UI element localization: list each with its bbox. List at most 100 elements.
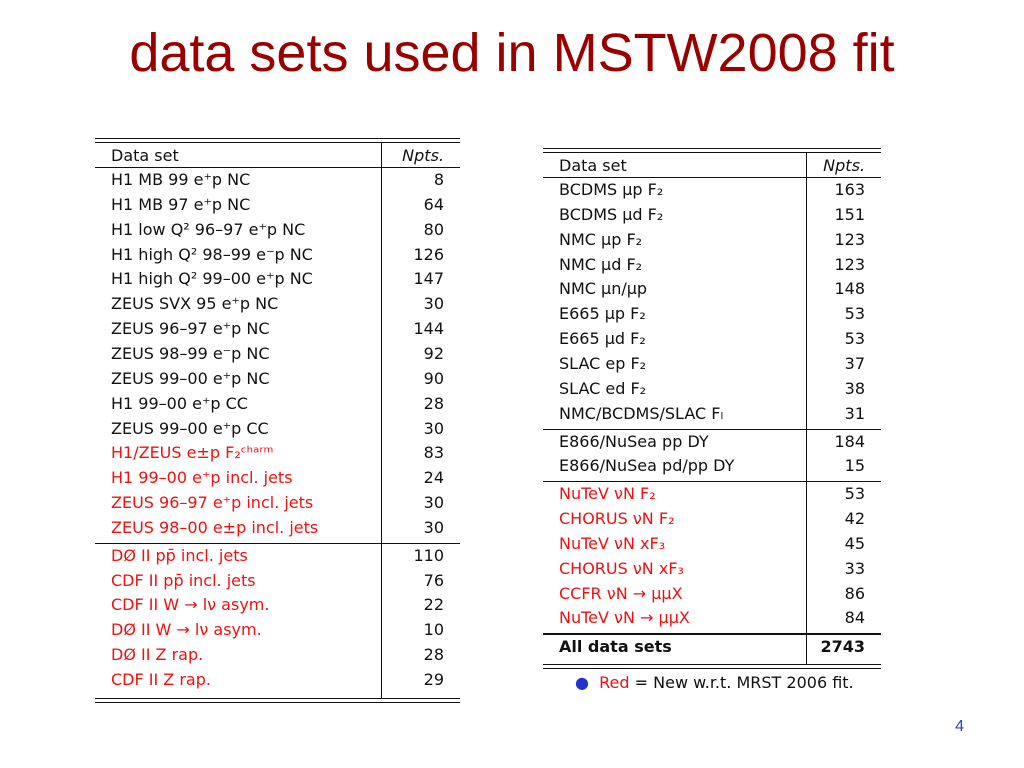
row-value: 28 xyxy=(423,645,444,665)
column-rule xyxy=(806,152,807,665)
bullet: ● xyxy=(575,673,589,692)
slide-title: data sets used in MSTW2008 fit xyxy=(129,23,895,83)
row-value: 45 xyxy=(844,533,865,553)
row-value: 28 xyxy=(423,393,444,413)
row-value: 86 xyxy=(844,583,865,603)
row-label: SLAC ed F₂ xyxy=(559,378,647,398)
row-label: NMC μp F₂ xyxy=(559,229,643,249)
note-highlight: Red xyxy=(599,673,630,692)
row-value: 30 xyxy=(423,517,444,537)
row-value: 147 xyxy=(413,269,444,289)
row-label: H1 high Q² 98–99 e⁻p NC xyxy=(111,244,313,264)
row-value: 148 xyxy=(834,279,865,299)
row-value: 15 xyxy=(844,456,865,476)
row-value: 24 xyxy=(423,468,444,488)
row-value: 42 xyxy=(844,509,865,529)
row-value: 31 xyxy=(844,403,865,423)
row-label: E665 μp F₂ xyxy=(559,304,646,324)
rule xyxy=(95,542,460,544)
row-label: NuTeV νN xF₃ xyxy=(559,533,666,553)
row-label: CDF II pp̄ incl. jets xyxy=(111,570,256,590)
row-value: 92 xyxy=(423,343,444,363)
row-value: 37 xyxy=(844,353,865,373)
rule xyxy=(95,167,460,168)
row-label: ZEUS 99–00 e⁺p CC xyxy=(111,418,269,438)
row-label: ZEUS SVX 95 e⁺p NC xyxy=(111,294,279,314)
row-label: H1 99–00 e⁺p incl. jets xyxy=(111,468,293,488)
row-label: BCDMS μp F₂ xyxy=(559,180,664,199)
rule xyxy=(95,142,460,143)
rule xyxy=(543,428,881,430)
rule xyxy=(543,177,881,178)
note: ● Red = New w.r.t. MRST 2006 fit. xyxy=(575,673,854,692)
row-value: 76 xyxy=(423,570,444,590)
row-value: 123 xyxy=(834,229,865,249)
row-value: 53 xyxy=(844,329,865,349)
rule xyxy=(543,633,881,636)
row-label: ZEUS 98–00 e±p incl. jets xyxy=(111,517,319,537)
row-value: 8 xyxy=(433,170,444,189)
row-label: CDF II W → lν asym. xyxy=(111,595,270,615)
row-value: 123 xyxy=(834,254,865,274)
row-label: H1 high Q² 99–00 e⁺p NC xyxy=(111,269,313,289)
column-rule xyxy=(381,142,382,698)
row-label: H1 low Q² 96–97 e⁺p NC xyxy=(111,219,306,239)
row-value: 151 xyxy=(834,204,865,224)
note-text: = New w.r.t. MRST 2006 fit. xyxy=(634,673,854,692)
row-value: 30 xyxy=(423,294,444,314)
row-label: H1 MB 99 e⁺p NC xyxy=(111,170,251,189)
row-value: 29 xyxy=(423,670,444,689)
row-value: 80 xyxy=(423,219,444,239)
row-value: 110 xyxy=(413,545,444,565)
row-label: DØ II pp̄ incl. jets xyxy=(111,545,248,565)
row-value: 38 xyxy=(844,378,865,398)
row-label: ZEUS 96–97 e⁺p incl. jets xyxy=(111,493,314,513)
rule xyxy=(543,664,881,666)
rule xyxy=(543,152,881,153)
row-value: 10 xyxy=(423,620,444,640)
row-label: ZEUS 98–99 e⁻p NC xyxy=(111,343,270,363)
row-label: H1/ZEUS e±p F₂ᶜʰᵃʳᵐ xyxy=(111,443,274,463)
rule xyxy=(95,138,460,139)
row-value: 33 xyxy=(844,558,865,578)
row-value: 64 xyxy=(423,194,444,214)
row-value: 53 xyxy=(844,304,865,324)
header-cell: Npts. xyxy=(402,146,444,165)
row-label: E866/NuSea pp DY xyxy=(559,431,709,451)
row-label: E866/NuSea pd/pp DY xyxy=(559,456,735,476)
row-label: E665 μd F₂ xyxy=(559,329,646,349)
rule xyxy=(95,697,460,699)
row-value: 22 xyxy=(423,595,444,615)
row-value: 84 xyxy=(844,608,865,628)
total-label: All data sets xyxy=(559,637,672,657)
row-value: 30 xyxy=(423,418,444,438)
row-value: 83 xyxy=(423,443,444,463)
row-value: 144 xyxy=(413,319,444,339)
row-value: 90 xyxy=(423,368,444,388)
row-value: 126 xyxy=(413,244,444,264)
row-value: 30 xyxy=(423,493,444,513)
rule xyxy=(95,701,460,703)
page-number: 4 xyxy=(955,718,964,735)
row-label: BCDMS μd F₂ xyxy=(559,204,664,224)
row-label: SLAC ep F₂ xyxy=(559,353,647,373)
rule xyxy=(543,668,881,670)
row-label: CHORUS νN F₂ xyxy=(559,509,675,529)
row-label: ZEUS 99–00 e⁺p NC xyxy=(111,368,270,388)
header-cell: Npts. xyxy=(823,156,865,175)
header-cell: Data set xyxy=(559,156,627,175)
rule xyxy=(543,481,881,483)
row-label: CDF II Z rap. xyxy=(111,670,211,689)
header-cell: Data set xyxy=(111,146,179,165)
row-label: ZEUS 96–97 e⁺p NC xyxy=(111,319,270,339)
row-label: NuTeV νN F₂ xyxy=(559,484,656,504)
row-value: 53 xyxy=(844,484,865,504)
row-value: 163 xyxy=(834,180,865,199)
total-value: 2743 xyxy=(820,637,865,657)
rule xyxy=(543,148,881,149)
row-label: NMC/BCDMS/SLAC Fₗ xyxy=(559,403,724,423)
row-label: H1 99–00 e⁺p CC xyxy=(111,393,248,413)
row-label: NMC μd F₂ xyxy=(559,254,643,274)
row-label: H1 MB 97 e⁺p NC xyxy=(111,194,251,214)
row-value: 184 xyxy=(834,431,865,451)
